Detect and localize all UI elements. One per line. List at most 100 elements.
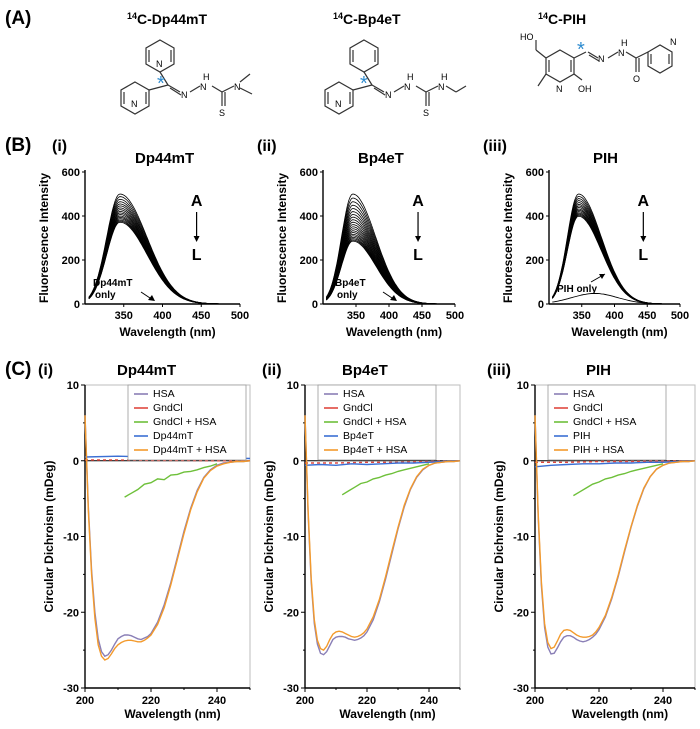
legend-entry: PIH + HSA <box>573 444 624 456</box>
panel-c-sub-iii: (iii) <box>487 362 511 379</box>
y-tick-label: -30 <box>283 683 299 695</box>
panel-c-sub-i: (i) <box>38 362 53 379</box>
chart-title: Bp4eT <box>358 150 404 167</box>
arrowhead-icon <box>640 236 647 242</box>
compound-title-bp4et: 14C-Bp4eT <box>333 11 401 27</box>
svg-text:H: H <box>441 72 448 82</box>
y-tick-label: 600 <box>526 167 544 179</box>
fluorescence-chart-pih: PIH 0 200 400 600 350 400 450 500 Wavelength (nm)… <box>501 150 689 339</box>
y-axis-label: Circular Dichroism (mDeg) <box>42 460 56 612</box>
y-axis-label: Fluorescence Intensity <box>37 173 51 303</box>
x-tick-label: 240 <box>420 695 438 707</box>
legend-entry: GndCl + HSA <box>153 416 216 428</box>
x-tick-label: 240 <box>208 695 226 707</box>
x-tick-label: 350 <box>573 310 591 322</box>
arrowhead-icon <box>193 236 200 242</box>
svg-text:H: H <box>203 72 210 82</box>
annotation-start-label: A <box>638 193 650 210</box>
x-axis-label: Wavelength (nm) <box>124 707 220 721</box>
compound-title-pih: 14C-PIH <box>538 11 586 27</box>
y-tick-label: 0 <box>74 299 80 311</box>
svg-text:H: H <box>407 72 414 82</box>
drug-only-label: Bp4eT <box>335 278 366 289</box>
y-tick-label: 0 <box>312 299 318 311</box>
y-tick-label: 200 <box>526 255 544 267</box>
x-tick-label: 350 <box>347 310 365 322</box>
series-line-bp4et-hsa <box>304 415 461 651</box>
svg-text:N: N <box>181 90 188 100</box>
structure-dp44mt <box>120 39 253 115</box>
panel-b-letter: (B) <box>5 135 31 156</box>
x-tick-label: 220 <box>358 695 376 707</box>
x-tick-label: 200 <box>296 695 314 707</box>
annotation-end-label: L <box>413 247 423 264</box>
legend-entry: Bp4eT <box>343 430 375 442</box>
series-line-gndcl-hsa <box>124 463 218 498</box>
svg-text:N: N <box>200 82 207 92</box>
x-axis-label: Wavelength (nm) <box>346 325 442 339</box>
svg-text:N: N <box>556 84 563 94</box>
y-tick-label: 600 <box>300 167 318 179</box>
x-axis-label: Wavelength (nm) <box>339 707 435 721</box>
series-line-gndcl-hsa <box>341 463 430 496</box>
y-tick-label: 200 <box>62 255 80 267</box>
panel-c-sub-ii: (ii) <box>262 362 282 379</box>
drug-only-curve <box>552 292 680 305</box>
x-tick-label: 450 <box>638 310 656 322</box>
svg-text:N: N <box>385 90 392 100</box>
legend-entry: GndCl <box>153 402 183 414</box>
y-axis-label: Circular Dichroism (mDeg) <box>262 460 276 612</box>
legend-entry: GndCl <box>343 402 373 414</box>
y-tick-label: -30 <box>63 683 79 695</box>
annotation-start-label: A <box>191 193 203 210</box>
x-tick-label: 400 <box>605 310 623 322</box>
panel-b-sub-iii: (iii) <box>483 138 507 155</box>
x-tick-label: 500 <box>231 310 249 322</box>
svg-text:N: N <box>598 54 605 64</box>
structure-pih <box>535 40 673 87</box>
y-axis-label: Fluorescence Intensity <box>275 173 289 303</box>
panel-b-sub-i: (i) <box>52 138 67 155</box>
svg-text:N: N <box>234 82 241 92</box>
x-tick-label: 200 <box>526 695 544 707</box>
svg-text:H: H <box>621 38 628 48</box>
x-axis-label: Wavelength (nm) <box>571 325 667 339</box>
y-axis-label: Circular Dichroism (mDeg) <box>492 460 506 612</box>
fluorescence-chart-dp44mt: Dp44mT 0 200 400 600 350 400 450 500 Wavelength (… <box>37 150 249 339</box>
series-line-pih <box>534 460 696 468</box>
svg-text:N: N <box>131 99 138 109</box>
drug-only-label: only <box>337 290 358 301</box>
compound-title-dp44mt: 14C-Dp44mT <box>127 11 207 27</box>
y-tick-label: 0 <box>73 456 79 468</box>
arrowhead-icon <box>599 274 605 279</box>
x-tick-label: 500 <box>446 310 464 322</box>
x-tick-label: 220 <box>142 695 160 707</box>
x-tick-label: 450 <box>192 310 210 322</box>
legend-entry: Dp44mT + HSA <box>153 444 227 456</box>
svg-text:N: N <box>618 48 625 58</box>
svg-text:HO: HO <box>520 32 534 42</box>
y-tick-label: 400 <box>62 211 80 223</box>
panel-a-letter: (A) <box>5 8 31 29</box>
arrowhead-icon <box>415 236 422 242</box>
radiolabel-star-icon: * <box>577 39 585 61</box>
legend-entry: GndCl + HSA <box>573 416 636 428</box>
svg-text:14C-PIH: 14C-PIH <box>538 11 586 27</box>
chart-title: PIH <box>586 362 611 379</box>
y-tick-label: -10 <box>63 532 79 544</box>
chart-title: Bp4eT <box>342 362 388 379</box>
y-tick-label: -20 <box>513 607 529 619</box>
series-line-gndcl <box>305 460 461 464</box>
arrowhead-icon <box>148 295 155 301</box>
svg-text:N: N <box>156 59 163 69</box>
series-line-gndcl <box>535 460 696 463</box>
y-tick-label: 400 <box>526 211 544 223</box>
series-line-pih-hsa <box>534 415 696 650</box>
chart-title: Dp44mT <box>135 150 194 167</box>
y-tick-label: -20 <box>283 607 299 619</box>
y-axis-label: Fluorescence Intensity <box>501 173 515 303</box>
legend-entry: HSA <box>153 388 175 400</box>
